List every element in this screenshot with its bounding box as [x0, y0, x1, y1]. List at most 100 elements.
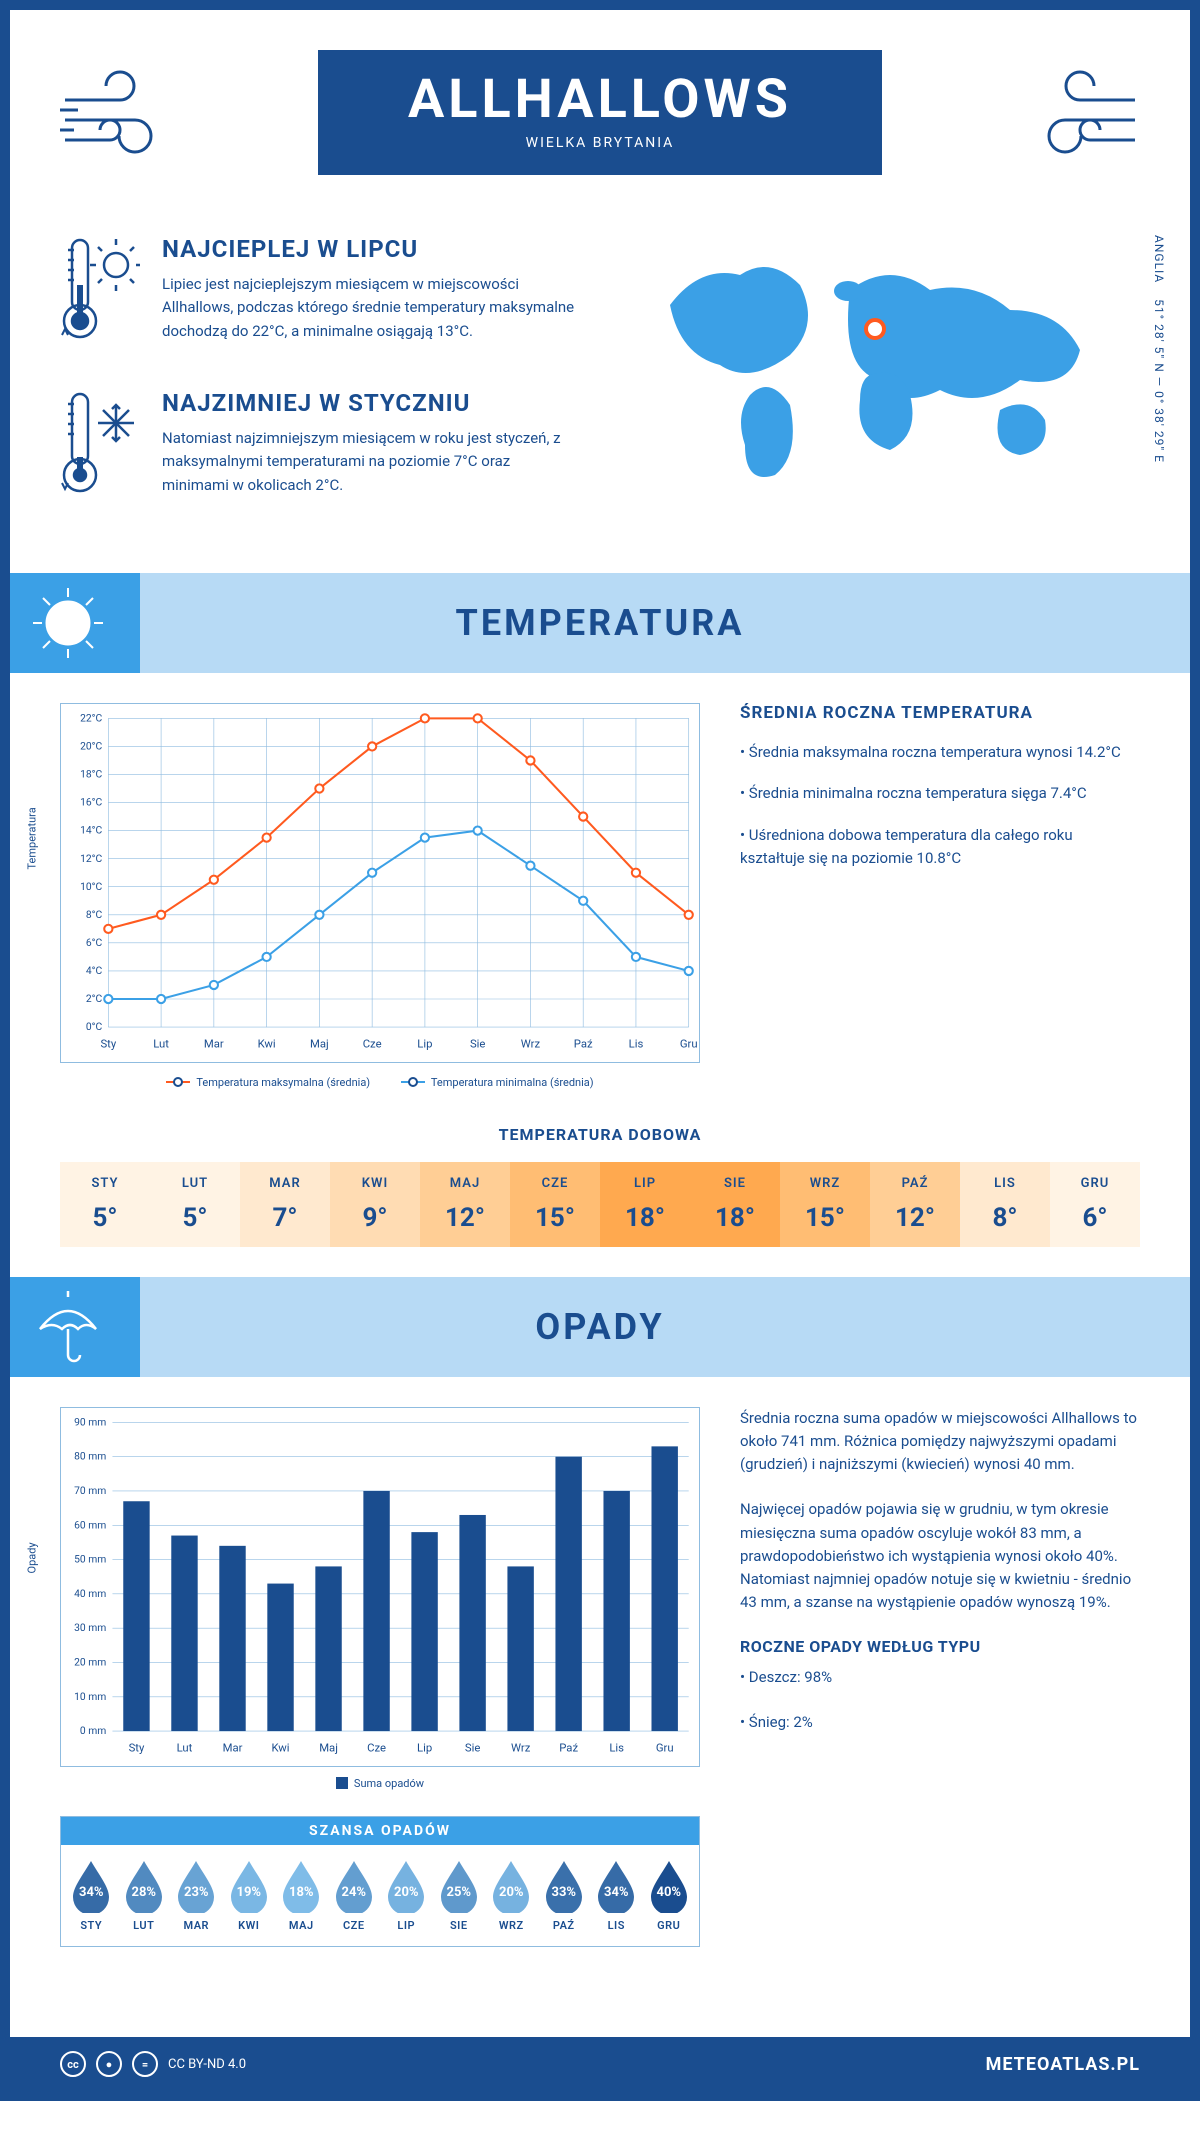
svg-text:30 mm: 30 mm: [74, 1621, 106, 1634]
svg-text:Lut: Lut: [153, 1038, 169, 1051]
svg-text:18°C: 18°C: [80, 768, 102, 781]
svg-text:Paź: Paź: [574, 1038, 593, 1051]
svg-text:50 mm: 50 mm: [74, 1552, 106, 1565]
svg-text:80 mm: 80 mm: [74, 1449, 106, 1462]
umbrella-icon: [28, 1287, 108, 1367]
nd-icon: =: [132, 2051, 158, 2077]
svg-text:Kwi: Kwi: [258, 1038, 276, 1051]
precip-chance-strip: SZANSA OPADÓW 34% STY 28% LUT 23% MAR 19…: [60, 1816, 700, 1947]
svg-text:22°C: 22°C: [80, 711, 102, 724]
cc-icon: cc: [60, 2051, 86, 2077]
chance-cell: 23% MAR: [170, 1859, 223, 1932]
precip-title: OPADY: [535, 1306, 664, 1348]
daily-temp-cell: PAŹ12°: [870, 1162, 960, 1247]
thermometer-cold-icon: [60, 389, 140, 499]
svg-text:Mar: Mar: [204, 1038, 224, 1051]
chance-cell: 20% LIP: [380, 1859, 433, 1932]
title-banner: ALLHALLOWS WIELKA BRYTANIA: [318, 50, 882, 175]
svg-text:Lip: Lip: [417, 1038, 432, 1051]
chance-cell: 40% GRU: [643, 1859, 696, 1932]
annual-temp-p1: • Średnia maksymalna roczna temperatura …: [740, 741, 1140, 764]
svg-text:2°C: 2°C: [86, 992, 103, 1005]
chance-cell: 20% WRZ: [485, 1859, 538, 1932]
annual-temp-p2: • Średnia minimalna roczna temperatura s…: [740, 782, 1140, 805]
svg-text:90 mm: 90 mm: [74, 1415, 106, 1428]
wind-icon: [1020, 70, 1140, 160]
svg-text:Paź: Paź: [559, 1741, 578, 1754]
precip-type-title: ROCZNE OPADY WEDŁUG TYPU: [740, 1637, 1140, 1656]
daily-temp-cell: LUT5°: [150, 1162, 240, 1247]
chance-cell: 34% LIS: [590, 1859, 643, 1932]
thermometer-hot-icon: [60, 235, 140, 345]
svg-text:Wrz: Wrz: [521, 1038, 541, 1051]
temperature-line-chart: Temperatura 0°C2°C4°C6°C8°C10°C12°C14°C1…: [60, 703, 700, 1089]
footer: cc ● = CC BY-ND 4.0 METEOATLAS.PL: [10, 2037, 1190, 2091]
daily-temp-cell: STY5°: [60, 1162, 150, 1247]
coldest-body: Natomiast najzimniejszym miesiącem w rok…: [162, 427, 580, 497]
svg-text:Cze: Cze: [363, 1038, 382, 1051]
svg-text:8°C: 8°C: [86, 908, 103, 921]
svg-text:Gru: Gru: [680, 1038, 698, 1051]
svg-text:Mar: Mar: [223, 1741, 243, 1754]
svg-text:20°C: 20°C: [80, 740, 102, 753]
coldest-title: NAJZIMNIEJ W STYCZNIU: [162, 389, 580, 417]
precip-snow: • Śnieg: 2%: [740, 1711, 1140, 1734]
temperature-section-header: TEMPERATURA: [10, 573, 1190, 673]
by-icon: ●: [96, 2051, 122, 2077]
chance-cell: 34% STY: [65, 1859, 118, 1932]
chance-cell: 28% LUT: [118, 1859, 171, 1932]
country-subtitle: WIELKA BRYTANIA: [408, 135, 792, 151]
svg-text:70 mm: 70 mm: [74, 1484, 106, 1497]
daily-temp-cell: KWI9°: [330, 1162, 420, 1247]
daily-temp-cell: CZE15°: [510, 1162, 600, 1247]
sun-icon: [28, 583, 108, 663]
daily-temp-cell: WRZ15°: [780, 1162, 870, 1247]
chance-cell: 33% PAŹ: [538, 1859, 591, 1932]
precip-p2: Najwięcej opadów pojawia się w grudniu, …: [740, 1498, 1140, 1614]
svg-text:Sie: Sie: [470, 1038, 485, 1051]
svg-text:Sie: Sie: [465, 1741, 480, 1754]
svg-text:Lis: Lis: [629, 1038, 644, 1051]
annual-temp-title: ŚREDNIA ROCZNA TEMPERATURA: [740, 703, 1140, 723]
svg-text:40 mm: 40 mm: [74, 1586, 106, 1599]
svg-text:Lis: Lis: [609, 1741, 624, 1754]
precip-rain: • Deszcz: 98%: [740, 1666, 1140, 1689]
daily-temp-strip: STY5°LUT5°MAR7°KWI9°MAJ12°CZE15°LIP18°SI…: [60, 1162, 1140, 1247]
chance-cell: 19% KWI: [223, 1859, 276, 1932]
svg-text:Sty: Sty: [129, 1741, 145, 1754]
chance-cell: 24% CZE: [328, 1859, 381, 1932]
svg-text:0°C: 0°C: [86, 1020, 103, 1033]
license-text: CC BY-ND 4.0: [168, 2057, 246, 2072]
daily-temp-cell: LIS8°: [960, 1162, 1050, 1247]
svg-text:Lut: Lut: [177, 1741, 193, 1754]
precipitation-bar-chart: 0 mm10 mm20 mm30 mm40 mm50 mm60 mm70 mm8…: [60, 1407, 700, 1767]
daily-temp-cell: SIE18°: [690, 1162, 780, 1247]
chance-cell: 18% MAJ: [275, 1859, 328, 1932]
coordinates: ANGLIA 51° 28' 5" N — 0° 38' 29" E: [1152, 235, 1166, 463]
svg-text:Lip: Lip: [417, 1741, 432, 1754]
wind-icon: [60, 70, 180, 160]
svg-text:Gru: Gru: [656, 1741, 674, 1754]
daily-temp-cell: GRU6°: [1050, 1162, 1140, 1247]
svg-text:6°C: 6°C: [86, 936, 103, 949]
precip-section-header: OPADY: [10, 1277, 1190, 1377]
chance-cell: 25% SIE: [433, 1859, 486, 1932]
warmest-body: Lipiec jest najcieplejszym miesiącem w m…: [162, 273, 580, 343]
header: ALLHALLOWS WIELKA BRYTANIA: [60, 50, 1140, 175]
precip-p1: Średnia roczna suma opadów w miejscowośc…: [740, 1407, 1140, 1477]
temperature-title: TEMPERATURA: [456, 602, 745, 644]
svg-text:10 mm: 10 mm: [74, 1689, 106, 1702]
svg-text:Maj: Maj: [310, 1038, 329, 1051]
warmest-title: NAJCIEPLEJ W LIPCU: [162, 235, 580, 263]
svg-text:Maj: Maj: [319, 1741, 338, 1754]
city-title: ALLHALLOWS: [408, 68, 792, 131]
svg-text:10°C: 10°C: [80, 880, 102, 893]
svg-text:Sty: Sty: [100, 1038, 116, 1051]
svg-text:Cze: Cze: [367, 1741, 386, 1754]
svg-text:14°C: 14°C: [80, 824, 102, 837]
site-name: METEOATLAS.PL: [986, 2054, 1140, 2075]
svg-text:16°C: 16°C: [80, 796, 102, 809]
svg-text:20 mm: 20 mm: [74, 1655, 106, 1668]
svg-text:12°C: 12°C: [80, 852, 102, 865]
svg-text:0 mm: 0 mm: [80, 1724, 106, 1737]
